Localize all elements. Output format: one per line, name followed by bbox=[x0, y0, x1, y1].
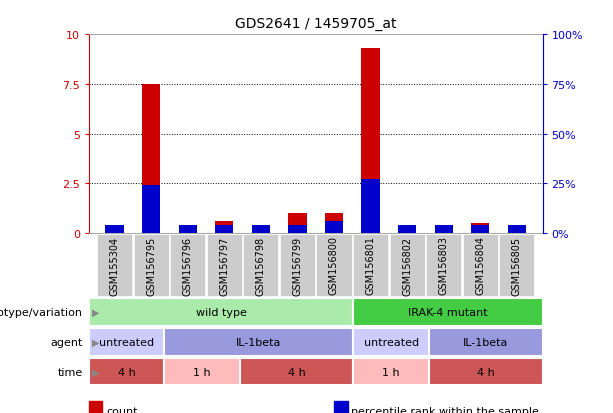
Text: GSM156805: GSM156805 bbox=[512, 236, 522, 295]
FancyBboxPatch shape bbox=[426, 234, 462, 297]
FancyBboxPatch shape bbox=[134, 234, 169, 297]
Bar bbox=[105, 225, 124, 233]
FancyBboxPatch shape bbox=[354, 358, 429, 385]
Text: GSM156800: GSM156800 bbox=[329, 236, 339, 295]
Bar bbox=[252, 225, 270, 233]
Text: percentile rank within the sample: percentile rank within the sample bbox=[351, 406, 539, 413]
FancyBboxPatch shape bbox=[97, 234, 132, 297]
Bar bbox=[398, 225, 416, 233]
Bar bbox=[142, 186, 160, 233]
FancyBboxPatch shape bbox=[164, 358, 240, 385]
Bar bbox=[288, 214, 306, 233]
Bar bbox=[325, 214, 343, 233]
FancyBboxPatch shape bbox=[207, 234, 242, 297]
FancyBboxPatch shape bbox=[280, 234, 315, 297]
Bar bbox=[178, 225, 197, 233]
Text: GSM156802: GSM156802 bbox=[402, 236, 412, 295]
Text: genotype/variation: genotype/variation bbox=[0, 307, 83, 317]
FancyBboxPatch shape bbox=[463, 234, 498, 297]
FancyBboxPatch shape bbox=[354, 299, 543, 326]
FancyBboxPatch shape bbox=[164, 328, 354, 356]
Bar bbox=[435, 225, 453, 233]
Bar bbox=[435, 225, 453, 233]
Text: GSM156795: GSM156795 bbox=[146, 236, 156, 295]
Bar bbox=[288, 225, 306, 233]
Text: 4 h: 4 h bbox=[118, 367, 135, 377]
Text: IL-1beta: IL-1beta bbox=[236, 337, 282, 347]
FancyBboxPatch shape bbox=[89, 299, 354, 326]
FancyBboxPatch shape bbox=[500, 234, 535, 297]
FancyBboxPatch shape bbox=[243, 234, 278, 297]
Text: 4 h: 4 h bbox=[477, 367, 495, 377]
Text: 1 h: 1 h bbox=[383, 367, 400, 377]
FancyBboxPatch shape bbox=[390, 234, 425, 297]
Bar bbox=[362, 49, 379, 233]
Bar bbox=[215, 221, 234, 233]
FancyBboxPatch shape bbox=[353, 234, 388, 297]
Text: GSM156796: GSM156796 bbox=[183, 236, 192, 295]
Bar bbox=[508, 225, 526, 233]
Bar bbox=[471, 225, 489, 233]
Title: GDS2641 / 1459705_at: GDS2641 / 1459705_at bbox=[235, 17, 397, 31]
Bar bbox=[508, 229, 526, 233]
FancyBboxPatch shape bbox=[354, 328, 429, 356]
Text: GSM156799: GSM156799 bbox=[292, 236, 302, 295]
Text: GSM156804: GSM156804 bbox=[475, 236, 485, 295]
Text: count: count bbox=[106, 406, 137, 413]
Bar bbox=[142, 85, 160, 233]
FancyBboxPatch shape bbox=[89, 328, 164, 356]
Text: 4 h: 4 h bbox=[288, 367, 306, 377]
Text: agent: agent bbox=[50, 337, 83, 347]
Text: 1 h: 1 h bbox=[194, 367, 211, 377]
Text: untreated: untreated bbox=[364, 337, 419, 347]
FancyBboxPatch shape bbox=[316, 234, 351, 297]
Text: GSM156803: GSM156803 bbox=[439, 236, 449, 295]
Text: GSM155304: GSM155304 bbox=[110, 236, 120, 295]
Text: ▶: ▶ bbox=[92, 337, 99, 347]
Text: GSM156797: GSM156797 bbox=[219, 236, 229, 295]
Text: untreated: untreated bbox=[99, 337, 154, 347]
Bar bbox=[362, 180, 379, 233]
Text: ▶: ▶ bbox=[92, 367, 99, 377]
FancyBboxPatch shape bbox=[429, 358, 543, 385]
FancyBboxPatch shape bbox=[170, 234, 205, 297]
FancyBboxPatch shape bbox=[429, 328, 543, 356]
FancyBboxPatch shape bbox=[240, 358, 354, 385]
Bar bbox=[215, 225, 234, 233]
Text: IL-1beta: IL-1beta bbox=[463, 337, 509, 347]
Text: time: time bbox=[58, 367, 83, 377]
FancyBboxPatch shape bbox=[89, 358, 164, 385]
Text: GSM156798: GSM156798 bbox=[256, 236, 266, 295]
Text: wild type: wild type bbox=[196, 307, 246, 317]
Bar bbox=[325, 221, 343, 233]
Text: IRAK-4 mutant: IRAK-4 mutant bbox=[408, 307, 488, 317]
Bar bbox=[471, 223, 489, 233]
Text: ▶: ▶ bbox=[92, 307, 99, 317]
Text: GSM156801: GSM156801 bbox=[365, 236, 376, 295]
